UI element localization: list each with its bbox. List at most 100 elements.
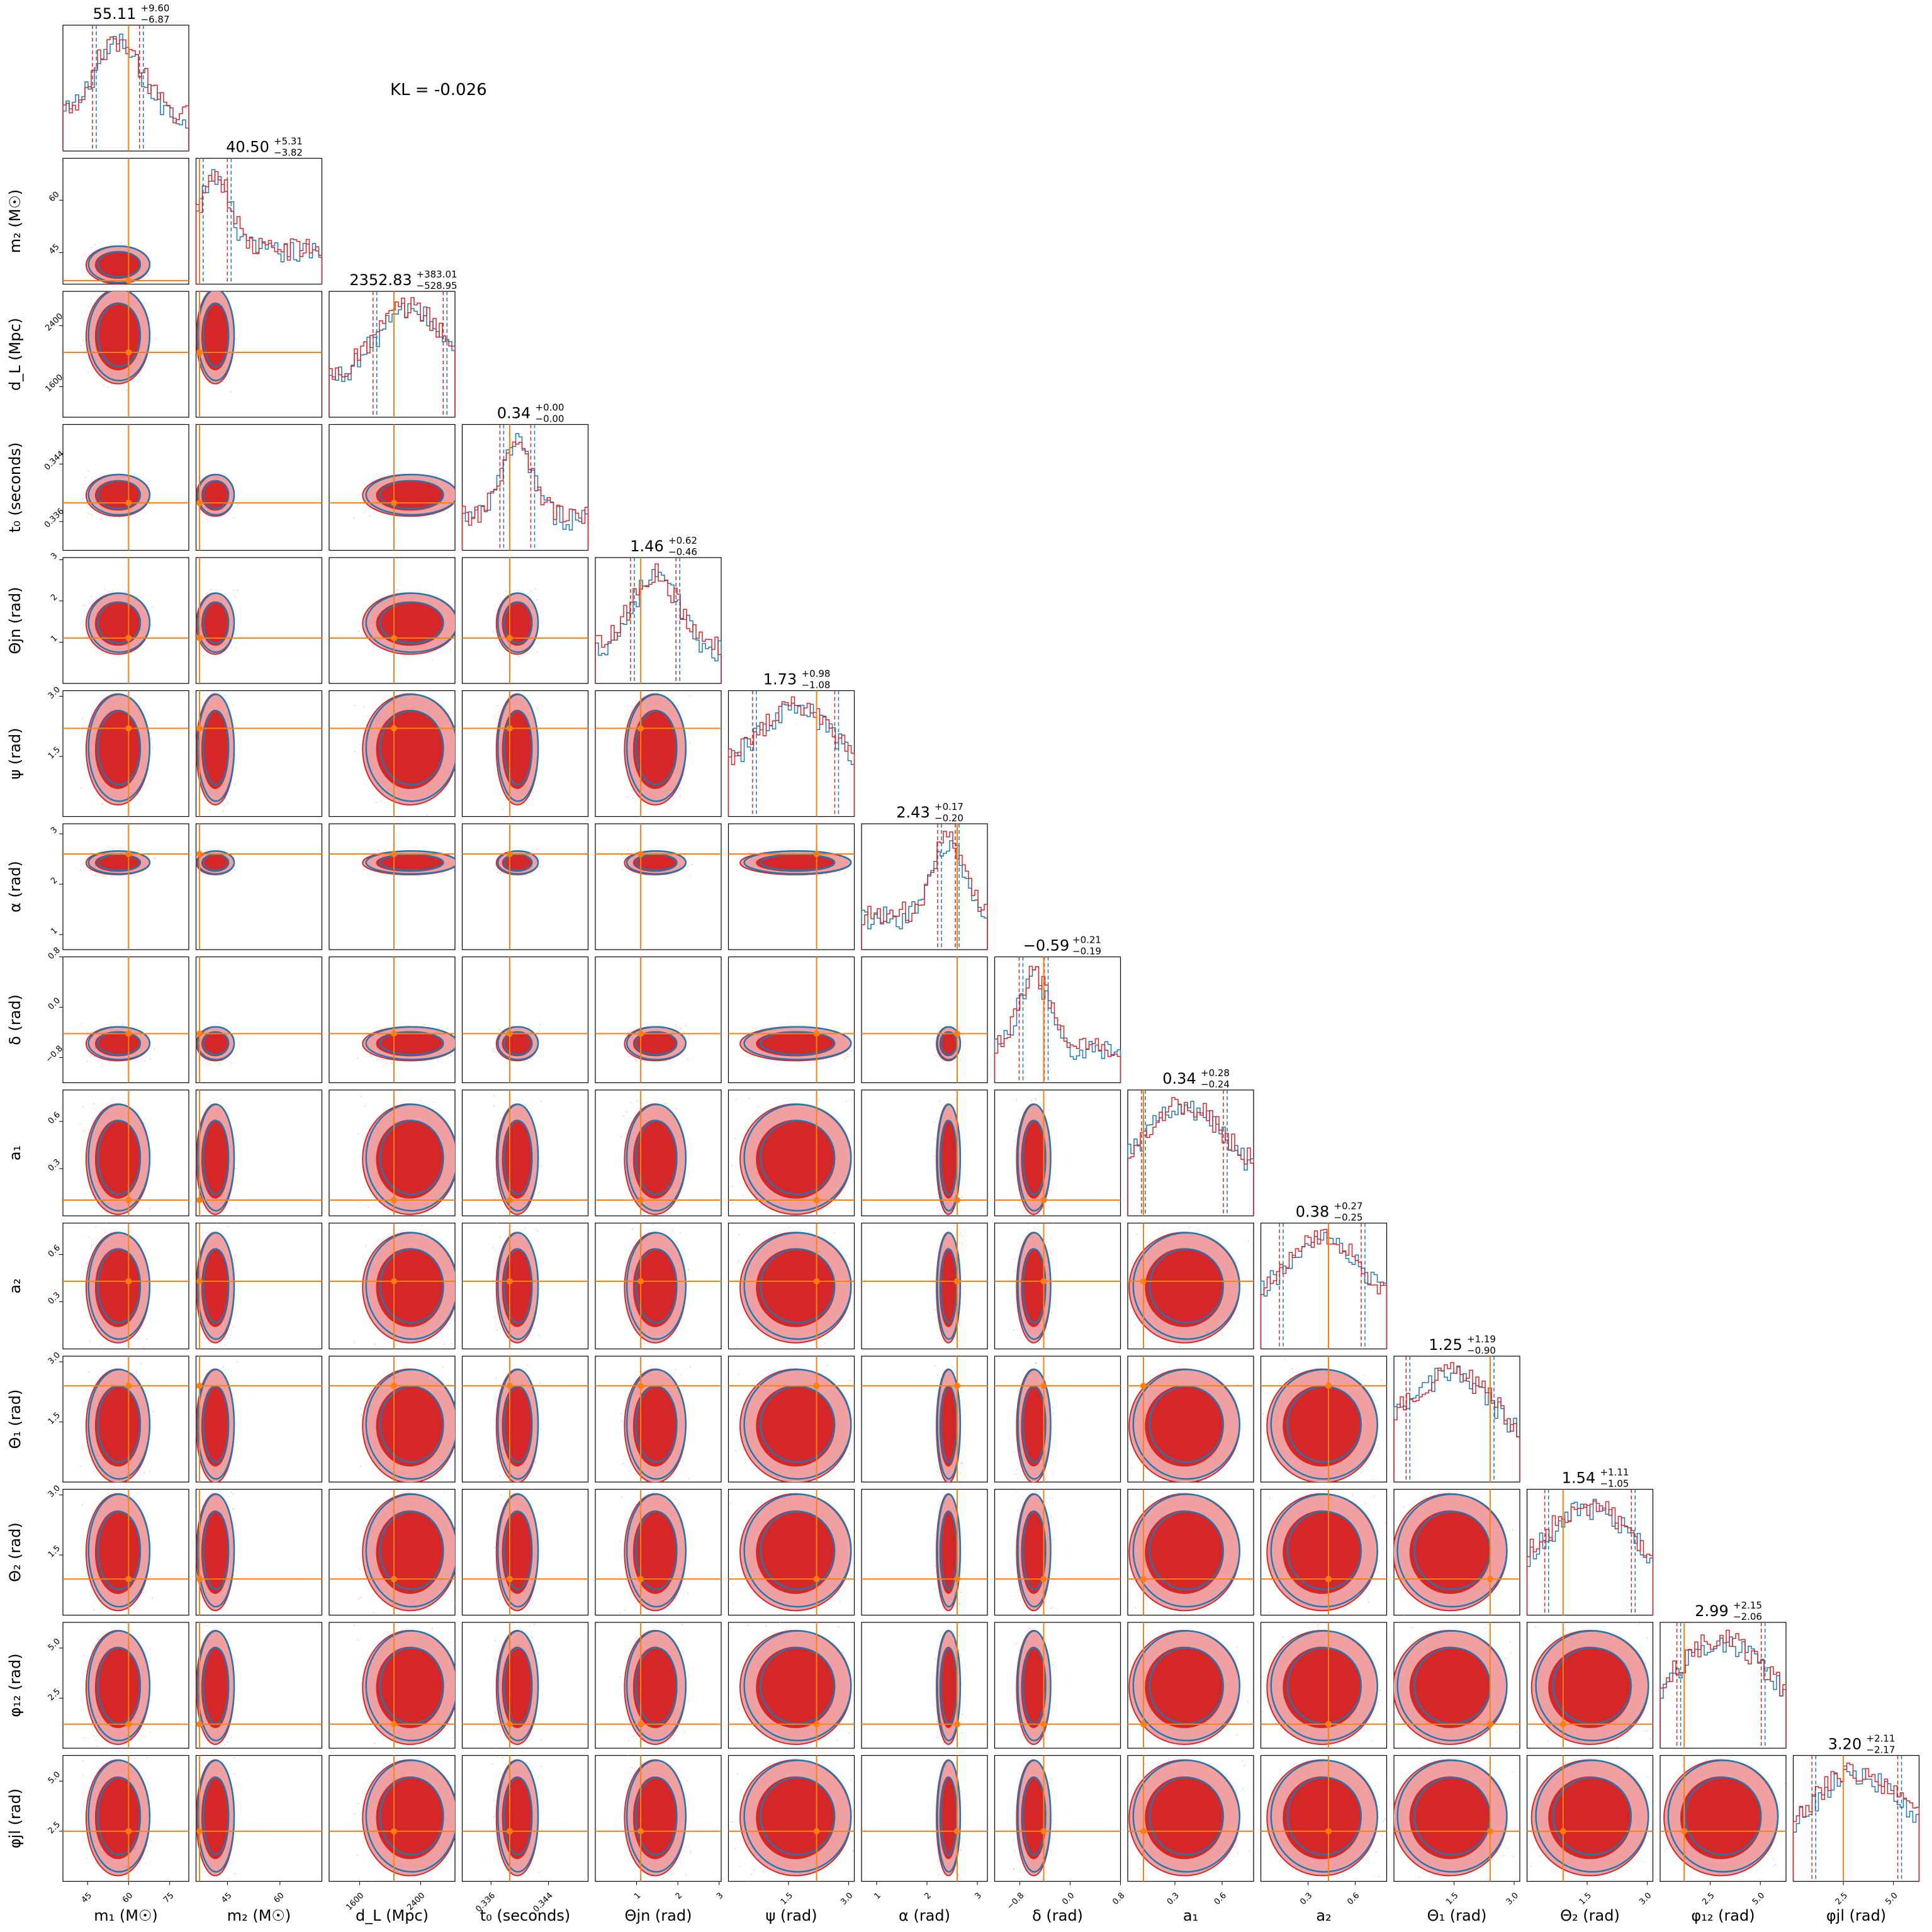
sample-point [765, 1626, 767, 1627]
sample-point [496, 1485, 497, 1486]
sample-point [1045, 1478, 1047, 1480]
contour-inner [756, 1248, 836, 1327]
contour-blue-inner [1552, 1777, 1632, 1856]
sample-point [232, 686, 233, 687]
contour-blue-outer [1396, 1493, 1508, 1608]
sample-point [233, 1259, 235, 1261]
contour-blue-inner [97, 1120, 142, 1196]
panel-hist-delta: −0.59 +0.21−0.19 [994, 935, 1121, 1084]
panel-2d-a1-theta2 [1122, 1488, 1254, 1616]
sample-point [82, 627, 84, 629]
sample-point [629, 1101, 631, 1103]
sample-point [206, 519, 208, 521]
contour-blue-inner [1149, 1777, 1224, 1856]
sample-point [1279, 1769, 1281, 1771]
contour-blue-outer [87, 850, 151, 875]
contour-inner [1548, 1776, 1632, 1860]
sample-point [1773, 1858, 1775, 1860]
sample-point [228, 285, 229, 286]
sample-point [1132, 1261, 1133, 1262]
sample-point [1049, 1257, 1051, 1259]
y-tick-label: 45 [47, 242, 61, 256]
truth-marker [954, 1278, 960, 1284]
x-axis-label-phi12: φ₁₂ (rad) [1691, 1907, 1755, 1924]
sample-point [741, 1751, 742, 1752]
sample-point [936, 1026, 938, 1028]
sample-point [1512, 1771, 1514, 1773]
truth-marker [196, 1576, 203, 1583]
hist-series-blue [727, 702, 855, 817]
contour-blue-outer [1396, 1759, 1508, 1873]
x-tick-label: 60 [121, 1891, 135, 1905]
panel-2d-dl-phijl [329, 1755, 456, 1882]
sample-point [135, 1371, 137, 1373]
contour-inner [376, 709, 444, 789]
sample-point [374, 1344, 376, 1345]
x-tick-label: 0.3 [1298, 1891, 1314, 1907]
truth-marker [196, 349, 203, 356]
sample-point [125, 390, 127, 391]
sample-point [1188, 1227, 1190, 1228]
sample-point [497, 871, 499, 873]
contour-blue-outer [497, 1493, 539, 1608]
sample-point [941, 1060, 943, 1062]
density-contours [193, 824, 322, 950]
sample-point [87, 471, 89, 473]
density-contours [63, 558, 189, 683]
panel-2d-psi-alpha [727, 823, 855, 950]
density-contours [1394, 1755, 1520, 1882]
sample-point [354, 1624, 356, 1626]
density-contours [728, 824, 855, 950]
sample-point [1052, 1539, 1053, 1541]
density-contours [595, 957, 721, 1083]
contour-blue-inner [1022, 1777, 1047, 1856]
contour-blue-outer [87, 245, 151, 284]
sample-point [687, 1780, 688, 1782]
x-tick-label: 5.0 [1884, 1891, 1899, 1907]
panel-2d-theta1-phi12 [1393, 1622, 1520, 1749]
panel-2d-delta-a2 [994, 1222, 1121, 1350]
sample-point [1179, 1345, 1181, 1347]
density-contours [462, 1485, 588, 1615]
sample-point [682, 1651, 684, 1653]
sample-point [1725, 1885, 1726, 1887]
sample-point [494, 1157, 496, 1159]
sample-point [1122, 1609, 1123, 1610]
sample-point [1469, 1741, 1471, 1743]
contour-blue-outer [497, 1759, 539, 1873]
density-contours [728, 1751, 855, 1882]
sample-point [1035, 1215, 1037, 1216]
panel-2d-t0-a1 [461, 1089, 589, 1220]
panel-2d-dl-alpha [329, 823, 456, 950]
panel-title-err-plus: +0.98 [802, 668, 831, 680]
sample-point [846, 1254, 848, 1256]
sample-point [525, 1219, 526, 1220]
contour-blue-outer [197, 1026, 235, 1060]
sample-point [103, 384, 104, 386]
sample-point [493, 1880, 495, 1882]
contour-blue-inner [1286, 1777, 1362, 1856]
sample-point [1381, 1547, 1383, 1549]
sample-point [1361, 1471, 1362, 1473]
y-tick-label: 0.0 [47, 996, 62, 1012]
sample-point [225, 1344, 227, 1346]
panel-2d-m2-psi [195, 686, 323, 817]
sample-point [193, 868, 194, 870]
x-axis-label-t0: t₀ (seconds) [480, 1907, 570, 1924]
contour-blue-outer [1132, 1232, 1240, 1340]
sample-point [451, 1343, 452, 1345]
sample-point [201, 1505, 203, 1507]
density-contours [196, 1223, 322, 1349]
sample-point [541, 1766, 542, 1768]
truth-marker [196, 725, 203, 732]
contour-blue-outer [936, 1759, 962, 1873]
sample-point [223, 1744, 225, 1746]
truth-marker [125, 1197, 132, 1203]
truth-marker [391, 1383, 398, 1390]
panel-2d-m1-t0 [62, 424, 189, 551]
sample-point [150, 1425, 152, 1427]
y-axis-label-theta1: Θ₁ (rad) [6, 1390, 24, 1449]
x-axis-label-phijl: φjl (rad) [1826, 1907, 1886, 1924]
panel-frame [861, 1089, 988, 1216]
y-tick-label: 2.5 [47, 1820, 62, 1836]
